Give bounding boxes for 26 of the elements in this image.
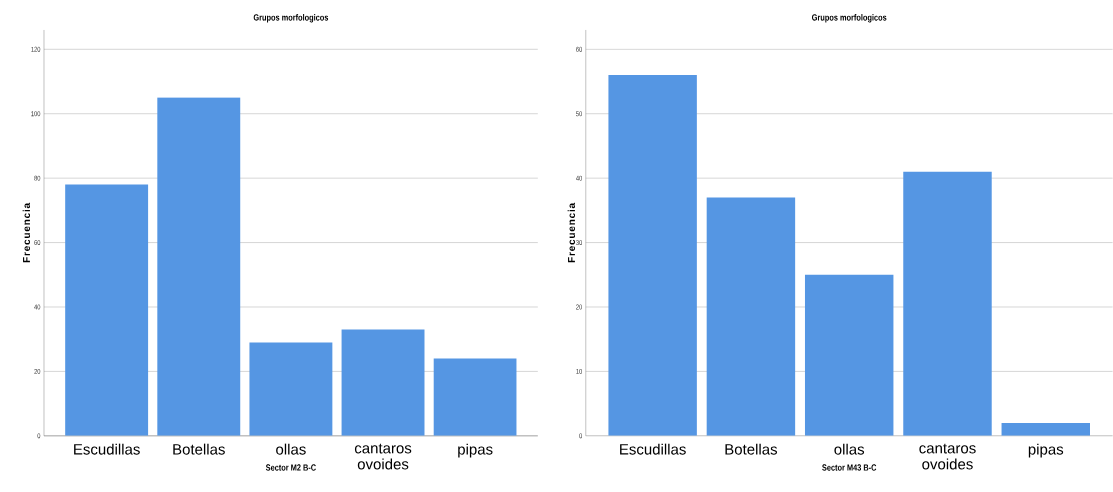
bar xyxy=(249,342,333,436)
y-axis-title: Frecuencia xyxy=(567,202,576,263)
x-tick-label: cantaros ovoides xyxy=(919,443,976,470)
bar xyxy=(65,184,149,436)
bar xyxy=(341,329,425,436)
bar xyxy=(157,97,241,436)
bar xyxy=(706,197,796,436)
bar xyxy=(1001,423,1090,436)
x-axis-title: Sector M2 B-C xyxy=(265,464,316,471)
bar xyxy=(608,75,697,436)
chart-title: Grupos morfologicos xyxy=(253,14,329,23)
x-tick-label: Escudillas xyxy=(74,443,140,455)
x-tick-label: ollas xyxy=(276,443,306,455)
chart-title: Grupos morfologicos xyxy=(812,14,887,23)
bar xyxy=(804,274,894,436)
x-tick-label: Escudillas xyxy=(620,443,686,455)
x-tick-label: pipas xyxy=(458,443,493,458)
x-axis-title: Sector M43 B-C xyxy=(822,464,877,471)
x-tick-label: ollas xyxy=(834,443,865,455)
x-tick-label: cantaros ovoides xyxy=(354,443,412,470)
y-axis-title: Frecuencia xyxy=(22,202,31,263)
x-tick-label: Botellas xyxy=(173,443,225,455)
bar xyxy=(433,358,517,436)
x-tick-label: pipas xyxy=(1028,443,1064,458)
bar xyxy=(903,171,992,436)
x-tick-label: Botellas xyxy=(725,443,778,455)
